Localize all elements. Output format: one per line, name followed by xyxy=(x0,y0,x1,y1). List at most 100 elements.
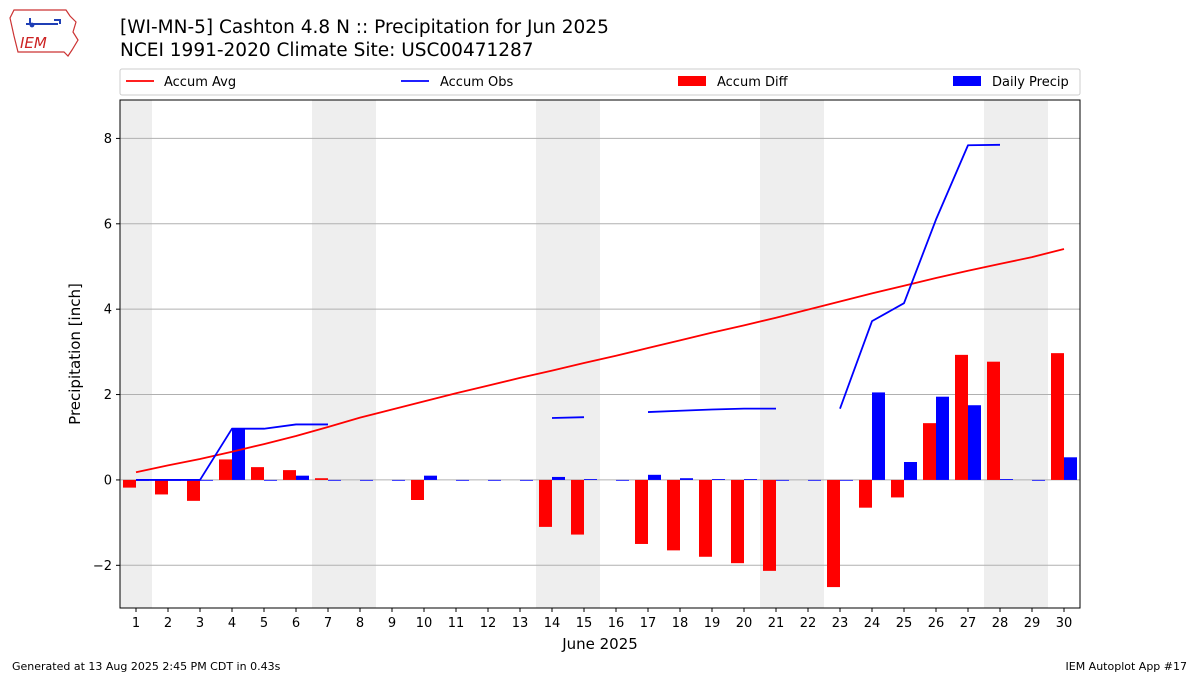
x-tick-label: 21 xyxy=(768,616,785,631)
legend-box xyxy=(119,68,1081,96)
daily-precip-bar-day-16 xyxy=(616,479,629,481)
weekend-shade-day-14 xyxy=(536,100,568,608)
legend-swatch-daily-precip xyxy=(953,76,981,86)
legend-swatch-accum-diff xyxy=(678,76,706,86)
x-tick-label: 5 xyxy=(260,616,268,631)
x-tick-label: 2 xyxy=(164,616,172,631)
accum-diff-bar-day-1 xyxy=(123,479,136,488)
accum-diff-bar-day-27 xyxy=(955,354,968,480)
chart-title-line2: NCEI 1991-2020 Climate Site: USC00471287 xyxy=(120,40,534,61)
chart-title-line1: [WI-MN-5] Cashton 4.8 N :: Precipitation… xyxy=(120,17,609,38)
x-tick-label: 27 xyxy=(960,616,977,631)
x-tick-label: 7 xyxy=(324,616,332,631)
x-tick-label: 1 xyxy=(132,616,140,631)
iem-logo: IEM xyxy=(9,9,79,57)
daily-precip-bar-day-24 xyxy=(872,392,885,480)
accum-diff-bar-day-28 xyxy=(987,361,1000,480)
footer-app-text: IEM Autoplot App #17 xyxy=(1065,660,1188,673)
daily-precip-bar-day-3 xyxy=(200,479,213,481)
daily-precip-bar-day-17 xyxy=(648,474,661,480)
y-tick-label: 8 xyxy=(104,132,112,147)
x-tick-label: 6 xyxy=(292,616,300,631)
x-tick-label: 26 xyxy=(928,616,945,631)
footer-generated-text: Generated at 13 Aug 2025 2:45 PM CDT in … xyxy=(12,660,281,673)
daily-precip-bar-day-9 xyxy=(392,479,405,481)
weekend-shade-day-28 xyxy=(984,100,1016,608)
y-tick-label: −2 xyxy=(93,559,112,574)
x-tick-label: 8 xyxy=(356,616,364,631)
accum-diff-bar-day-21 xyxy=(763,479,776,571)
daily-precip-bar-day-18 xyxy=(680,478,693,480)
legend-label-accum-obs: Accum Obs xyxy=(440,75,513,90)
accum-diff-bar-day-20 xyxy=(731,479,744,564)
daily-precip-bar-day-19 xyxy=(712,479,725,480)
accum-avg-line-segment-1 xyxy=(135,248,1065,474)
daily-precip-bar-day-28 xyxy=(1000,479,1013,480)
daily-precip-bar-day-14 xyxy=(552,476,565,480)
x-tick-label: 29 xyxy=(1024,616,1041,631)
x-tick-label: 10 xyxy=(416,616,433,631)
x-tick-label: 18 xyxy=(672,616,689,631)
accum-obs-line-segment-4 xyxy=(839,143,1001,409)
accum-obs-line-segment-3 xyxy=(647,407,776,413)
accum-diff-bar-day-26 xyxy=(923,423,936,480)
x-tick-label: 12 xyxy=(480,616,497,631)
x-tick-label: 19 xyxy=(704,616,721,631)
daily-precip-bar-day-21 xyxy=(776,479,789,481)
legend: Accum Avg Accum Obs Accum Diff Daily Pre… xyxy=(119,68,1081,96)
x-tick-label: 3 xyxy=(196,616,204,631)
y-axis-label: Precipitation [inch] xyxy=(66,283,84,425)
accum-diff-bar-day-7 xyxy=(315,478,328,480)
x-tick-label: 15 xyxy=(576,616,593,631)
accum-diff-bar-day-2 xyxy=(155,479,168,495)
accum-diff-bar-day-23 xyxy=(827,479,840,588)
weekend-shade-day-1 xyxy=(120,100,152,608)
daily-precip-bar-day-13 xyxy=(520,479,533,481)
x-tick-label: 17 xyxy=(640,616,657,631)
x-tick-label: 23 xyxy=(832,616,849,631)
weekend-shade-day-7 xyxy=(312,100,344,608)
legend-label-daily-precip: Daily Precip xyxy=(992,75,1069,90)
daily-precip-bar-day-30 xyxy=(1064,457,1077,480)
x-axis-label: June 2025 xyxy=(561,635,638,653)
y-tick-label: 0 xyxy=(104,473,112,488)
accum-diff-bar-day-25 xyxy=(891,479,904,498)
weekend-shade-day-22 xyxy=(792,100,824,608)
y-tick-label: 4 xyxy=(104,303,112,318)
accum-diff-bar-day-19 xyxy=(699,479,712,557)
accum-diff-bar-day-6 xyxy=(283,470,296,480)
accum-diff-bar-day-15 xyxy=(571,479,584,535)
weather-dot-icon xyxy=(29,22,35,28)
accum-diff-bar-day-10 xyxy=(411,479,424,500)
daily-precip-bar-day-5 xyxy=(264,479,277,481)
x-tick-label: 4 xyxy=(228,616,236,631)
accum-diff-bar-day-30 xyxy=(1051,353,1064,480)
accum-obs-line-segment-2 xyxy=(551,416,585,419)
weekend-shade-day-29 xyxy=(1016,100,1048,608)
accum-diff-bar-day-14 xyxy=(539,479,552,527)
accum-diff-bar-day-18 xyxy=(667,479,680,551)
daily-precip-bar-day-12 xyxy=(488,479,501,481)
accum-diff-bar-day-17 xyxy=(635,479,648,544)
x-tick-label: 22 xyxy=(800,616,817,631)
daily-precip-bar-day-7 xyxy=(328,479,341,481)
accum-diff-bar-day-5 xyxy=(251,467,264,480)
daily-precip-bar-day-26 xyxy=(936,396,949,480)
accum-diff-bar-day-24 xyxy=(859,479,872,508)
x-tick-label: 25 xyxy=(896,616,913,631)
daily-precip-bar-day-6 xyxy=(296,475,309,480)
daily-precip-bar-day-11 xyxy=(456,479,469,481)
x-tick-label: 9 xyxy=(388,616,396,631)
daily-precip-bar-day-8 xyxy=(360,479,373,481)
daily-precip-bar-day-27 xyxy=(968,405,981,480)
logo-text: IEM xyxy=(20,34,47,52)
daily-precip-bar-day-10 xyxy=(424,475,437,480)
plot-frame xyxy=(119,99,1081,609)
x-tick-label: 20 xyxy=(736,616,753,631)
daily-precip-bar-day-15 xyxy=(584,479,597,480)
y-tick-label: 6 xyxy=(104,217,112,232)
x-tick-label: 14 xyxy=(544,616,561,631)
x-tick-label: 28 xyxy=(992,616,1009,631)
x-tick-label: 30 xyxy=(1056,616,1073,631)
